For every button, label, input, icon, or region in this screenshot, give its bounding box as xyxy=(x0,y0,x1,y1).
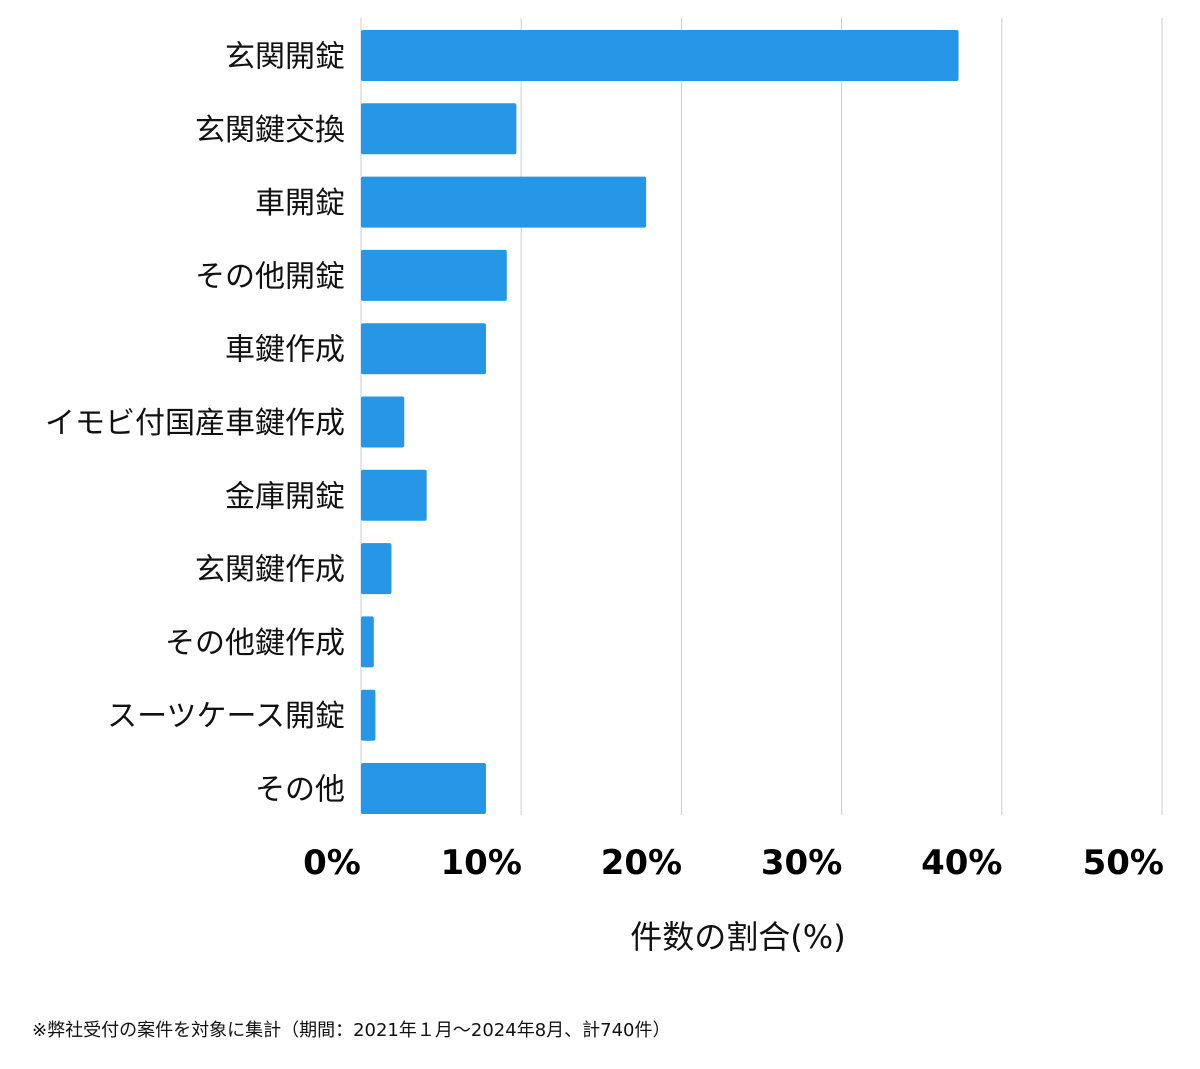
x-tick-label: 30% xyxy=(761,843,842,883)
x-axis-title: 件数の割合(%) xyxy=(630,918,845,956)
x-tick-labels: 0% 10% 20% 30% 40% 50% xyxy=(303,843,1164,883)
category-label: 玄関鍵作成 xyxy=(195,553,345,588)
category-label: イモビ付国産車鍵作成 xyxy=(45,406,345,441)
bar xyxy=(361,763,486,814)
x-tick-label: 0% xyxy=(303,843,361,883)
bar-chart: 玄関開錠玄関鍵交換車開錠その他開錠車鍵作成イモビ付国産車鍵作成金庫開錠玄関鍵作成… xyxy=(45,18,1164,956)
x-tick-label: 10% xyxy=(441,843,522,883)
category-label: その他 xyxy=(255,773,345,808)
bar xyxy=(361,103,517,155)
bar xyxy=(361,30,959,81)
bar xyxy=(361,396,405,448)
x-tick-label: 50% xyxy=(1083,843,1164,883)
bar xyxy=(361,543,392,595)
bar xyxy=(361,616,374,668)
x-tick-label: 40% xyxy=(921,843,1002,883)
category-label: その他開錠 xyxy=(195,259,345,294)
bar xyxy=(361,249,507,301)
bar xyxy=(361,176,647,228)
category-label: スーツケース開錠 xyxy=(107,699,345,734)
category-label: 玄関鍵交換 xyxy=(195,113,345,148)
bar xyxy=(361,689,376,741)
bar xyxy=(361,323,486,375)
footnote: ※弊社受付の案件を対象に集計（期間：2021年１月〜2024年8月、計740件） xyxy=(32,1020,671,1041)
bar xyxy=(361,469,427,521)
category-label: 玄関開錠 xyxy=(225,40,345,75)
category-label: その他鍵作成 xyxy=(165,626,345,661)
category-label: 金庫開錠 xyxy=(225,479,345,514)
grid-lines xyxy=(360,18,1163,815)
bars xyxy=(361,30,959,814)
x-tick-label: 20% xyxy=(601,843,682,883)
category-label: 車開錠 xyxy=(255,186,345,221)
category-label: 車鍵作成 xyxy=(225,333,345,368)
category-labels: 玄関開錠玄関鍵交換車開錠その他開錠車鍵作成イモビ付国産車鍵作成金庫開錠玄関鍵作成… xyxy=(45,40,345,808)
